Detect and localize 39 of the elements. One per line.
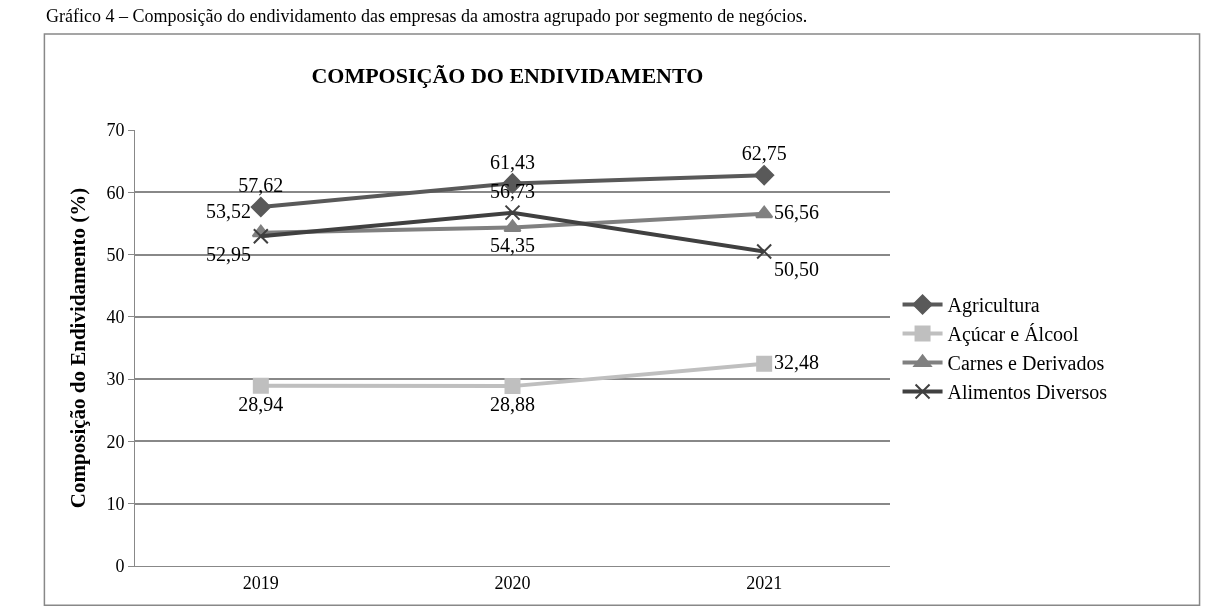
legend-label: Açúcar e Álcool	[947, 323, 1080, 347]
y-axis-title: Composição do Endividamento (%)	[65, 187, 90, 509]
chart-title: COMPOSIÇÃO DO ENDIVIDAMENTO	[311, 63, 704, 89]
data-label: 28,94	[238, 392, 284, 415]
y-tick-label: 60	[106, 182, 125, 203]
point	[504, 378, 521, 395]
data-label: 56,73	[490, 179, 535, 202]
legend-label: Agricultura	[947, 294, 1040, 318]
y-tick-label: 20	[106, 431, 125, 452]
y-tick-label: 30	[106, 369, 125, 390]
y-tick-label: 70	[106, 120, 125, 141]
x-tick-label: 2021	[746, 572, 783, 593]
x-tick-label: 2019	[242, 572, 279, 593]
point	[754, 165, 775, 186]
data-label: 53,52	[206, 199, 252, 222]
text: Gráfico 4 – Composição do endividamento das empresas da amostra agrupado por segmento de negócios.	[46, 6, 808, 26]
point	[755, 205, 774, 219]
data-label: 28,88	[490, 392, 535, 415]
data-label: 62,75	[741, 142, 787, 165]
y-tick-label: 50	[106, 244, 125, 265]
point	[252, 377, 269, 394]
data-label: 52,95	[206, 242, 252, 265]
data-label: 61,43	[490, 150, 535, 173]
point	[250, 197, 271, 218]
point	[504, 204, 521, 221]
y-tick-label: 10	[106, 494, 125, 515]
legend-label: Alimentos Diversos	[947, 381, 1108, 404]
data-label: 57,62	[238, 174, 284, 197]
data-label: 56,56	[773, 200, 819, 223]
point	[756, 355, 773, 372]
y-tick-label: 40	[106, 307, 125, 328]
data-label: 50,50	[773, 258, 819, 281]
point	[252, 228, 269, 245]
legend-label: Carnes e Derivados	[947, 352, 1105, 375]
point	[756, 243, 773, 260]
data-label: 32,48	[773, 350, 819, 373]
x-tick-label: 2020	[494, 572, 531, 593]
data-label: 54,35	[490, 234, 535, 257]
y-tick-label: 0	[115, 556, 125, 577]
